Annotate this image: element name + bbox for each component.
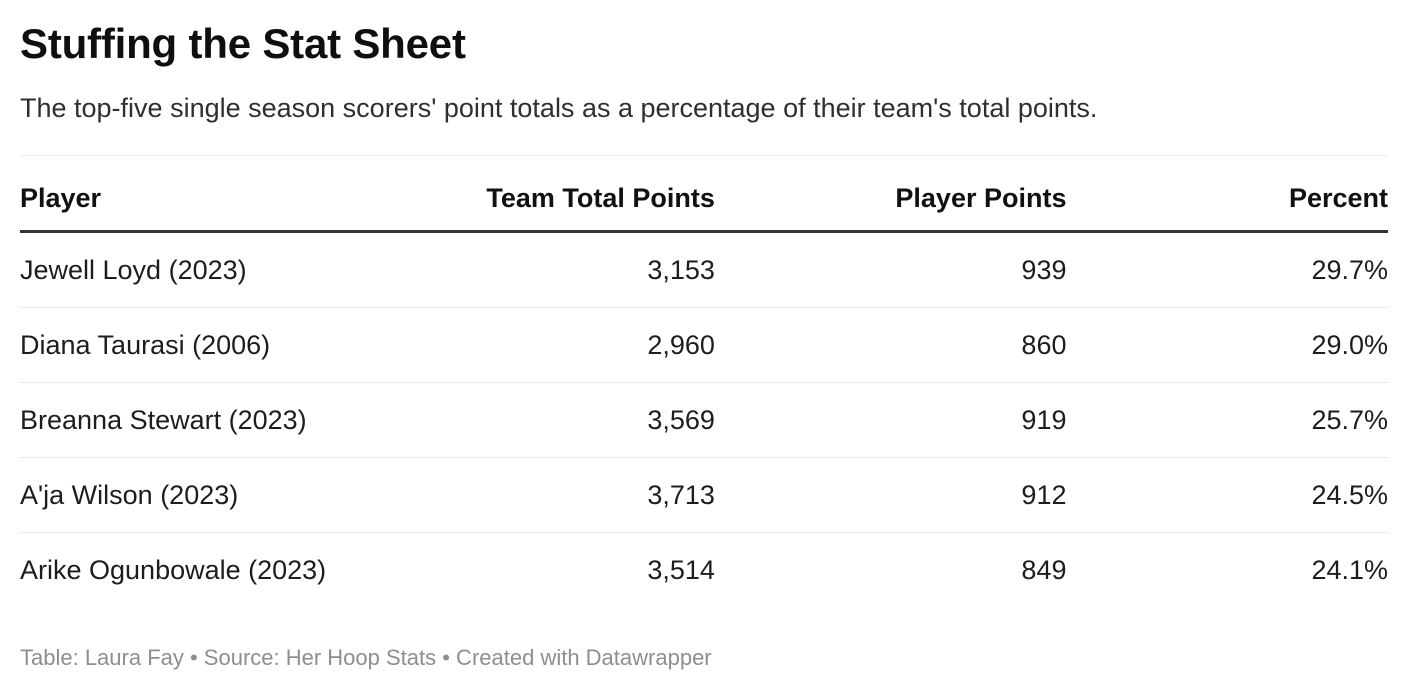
- cell-player-points: 849: [1021, 555, 1067, 585]
- cell-team-total-points: 3,569: [403, 382, 715, 458]
- table-row: Diana Taurasi (2006) 2,960 860 29.0%: [20, 307, 1388, 383]
- cell-player-points: 939: [714, 231, 1067, 308]
- cell-percent: 24.1%: [1311, 555, 1388, 585]
- column-header-player: Player: [20, 155, 404, 233]
- table-row: Arike Ogunbowale (2023) 3,514 849 24.1%: [20, 533, 1388, 608]
- table-row: Breanna Stewart (2023) 3,569 919 25.7%: [20, 382, 1388, 458]
- cell-player: Jewell Loyd (2023): [20, 231, 404, 308]
- cell-team-total-points: 3,713: [403, 457, 715, 533]
- chart-title: Stuffing the Stat Sheet: [20, 20, 466, 67]
- table-header-row: Player Team Total Points Player Points Perc…: [20, 155, 1388, 233]
- cell-percent: 29.7%: [1066, 231, 1388, 308]
- column-header-team-total-points: Team Total Points: [403, 155, 715, 233]
- cell-team-total-points: 3,514: [647, 555, 715, 585]
- cell-player-points: 912: [714, 457, 1067, 533]
- cell-percent: 29.0%: [1066, 307, 1388, 383]
- column-header-percent: Percent: [1066, 155, 1388, 233]
- cell-team-total-points: 2,960: [403, 307, 715, 383]
- stats-table: Player Team Total Points Player Points Perc…: [20, 155, 1388, 607]
- cell-player: A'ja Wilson (2023): [20, 457, 404, 533]
- cell-player: Breanna Stewart (2023): [20, 382, 404, 458]
- cell-player: Diana Taurasi (2006): [20, 307, 404, 383]
- table-row: A'ja Wilson (2023) 3,713 912 24.5%: [20, 457, 1388, 533]
- cell-player-points: 860: [714, 307, 1067, 383]
- table-row: Jewell Loyd (2023) 3,153 939 29.7%: [20, 231, 1388, 308]
- cell-team-total-points: 3,153: [403, 231, 715, 308]
- chart-description: The top-five single season scorers' poin…: [20, 93, 1098, 123]
- column-header-player-points: Player Points: [714, 155, 1067, 233]
- attribution-footer: Table: Laura Fay • Source: Her Hoop Stat…: [20, 645, 712, 670]
- cell-percent: 25.7%: [1066, 382, 1388, 458]
- cell-percent: 24.5%: [1066, 457, 1388, 533]
- cell-player-points: 919: [714, 382, 1067, 458]
- cell-player: Arike Ogunbowale (2023): [20, 555, 327, 585]
- table-body: Jewell Loyd (2023) 3,153 939 29.7% Diana Tau…: [20, 231, 1388, 608]
